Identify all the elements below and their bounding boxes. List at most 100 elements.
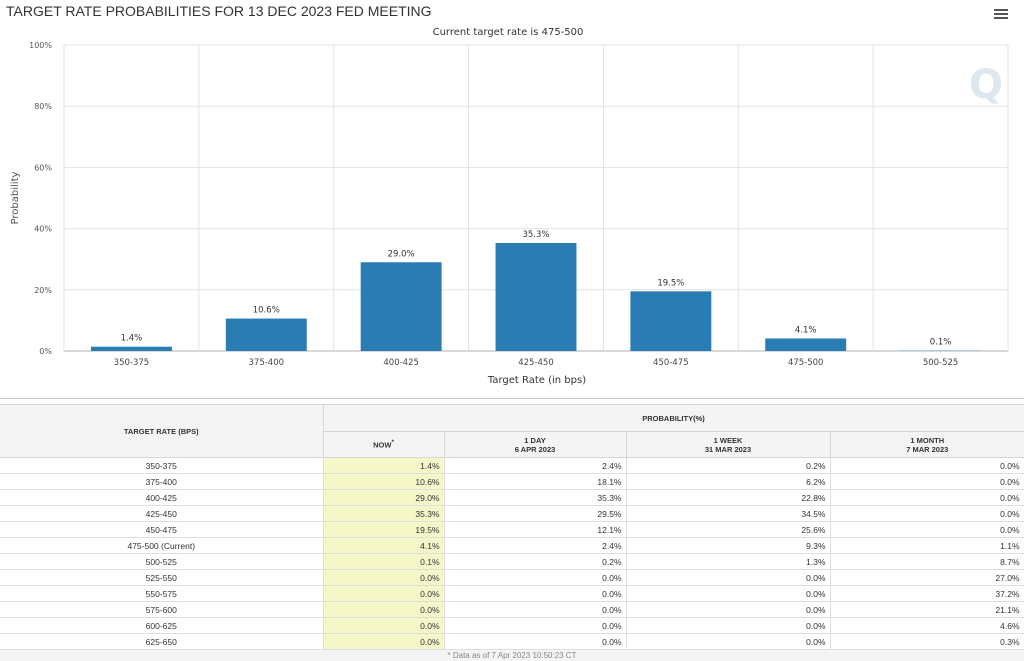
cme-q-watermark-logo: Q (969, 62, 1003, 108)
1-day-cell: 0.0% (443, 585, 627, 602)
1-day-cell: 35.3% (443, 489, 627, 506)
1-week-cell: 0.0% (625, 633, 831, 650)
table-row: 500-525 0.1% 0.2% 1.3% 8.7% (0, 553, 1024, 570)
rate-cell: 625-650 (0, 633, 324, 650)
1-week-cell: 0.0% (625, 585, 831, 602)
1-month-cell: 0.0% (829, 505, 1024, 522)
y-tick-label: 80% (34, 102, 52, 111)
1-month-cell: 21.1% (829, 601, 1024, 618)
1-week-cell: 0.0% (625, 617, 831, 634)
1-month-cell: 0.0% (829, 473, 1024, 490)
now-cell: 19.5% (322, 521, 445, 538)
data-label: 4.1% (795, 325, 817, 335)
now-footnote-marker: * (391, 439, 394, 447)
x-tick-label: 500-525 (923, 358, 959, 368)
rate-cell: 550-575 (0, 585, 324, 602)
1-day-cell: 0.0% (443, 569, 627, 586)
now-label: NOW (373, 440, 392, 450)
1-day-cell: 29.5% (443, 505, 627, 522)
bar-400-425[interactable] (360, 262, 442, 351)
1-week-cell: 0.0% (625, 601, 831, 618)
x-axis-title: Target Rate (in bps) (487, 375, 586, 386)
1-day-label: 1 DAY (524, 435, 546, 445)
data-label: 35.3% (522, 230, 549, 240)
data-label: 0.1% (930, 338, 952, 348)
1-month-cell: 0.0% (829, 489, 1024, 506)
table-row: 400-425 29.0% 35.3% 22.8% 0.0% (0, 489, 1024, 506)
1-month-cell: 0.0% (829, 521, 1024, 538)
column-header-1-day: 1 DAY 6 APR 2023 (443, 431, 627, 458)
1-week-cell: 6.2% (625, 473, 831, 490)
bar-450-475[interactable] (630, 291, 712, 351)
1-week-cell: 0.0% (625, 569, 831, 586)
y-tick-label: 60% (34, 163, 52, 172)
y-tick-label: 40% (34, 225, 52, 234)
probability-table: TARGET RATE (BPS) PROBABILITY(%) NOW* 1 … (0, 404, 1024, 650)
1-day-cell: 0.2% (443, 553, 627, 570)
now-cell: 0.0% (322, 585, 445, 602)
bar-375-400[interactable] (225, 318, 307, 351)
now-cell: 0.1% (322, 553, 445, 570)
1-week-cell: 1.3% (625, 553, 831, 570)
now-cell: 1.4% (322, 457, 445, 474)
rate-cell: 400-425 (0, 489, 324, 506)
x-tick-label: 400-425 (383, 358, 419, 368)
now-cell: 0.0% (322, 617, 445, 634)
now-cell: 4.1% (322, 537, 445, 554)
y-tick-label: 20% (34, 286, 52, 295)
chart-title: TARGET RATE PROBABILITIES FOR 13 DEC 202… (6, 3, 432, 19)
x-axis-tick-labels: 350-375 375-400 400-425 425-450 450-475 475-5… (114, 358, 959, 368)
1-month-cell: 4.6% (829, 617, 1024, 634)
bar-350-375[interactable] (90, 346, 172, 351)
now-cell: 0.0% (322, 601, 445, 618)
1-month-date: 7 MAR 2023 (906, 444, 949, 454)
1-day-cell: 2.4% (443, 457, 627, 474)
column-header-1-week: 1 WEEK 31 MAR 2023 (625, 431, 831, 458)
1-day-cell: 0.0% (443, 617, 627, 634)
1-week-cell: 25.6% (625, 521, 831, 538)
probability-table-panel: TARGET RATE (BPS) PROBABILITY(%) NOW* 1 … (0, 404, 1024, 661)
probability-header: PROBABILITY(%) (322, 404, 1024, 432)
bars (90, 242, 982, 351)
1-month-cell: 37.2% (829, 585, 1024, 602)
1-month-cell: 8.7% (829, 553, 1024, 570)
1-month-cell: 1.1% (829, 537, 1024, 554)
x-tick-label: 375-400 (249, 358, 285, 368)
now-cell: 29.0% (322, 489, 445, 506)
bar-425-450[interactable] (495, 242, 577, 351)
grid-lines (63, 44, 1009, 352)
table-row: 375-400 10.6% 18.1% 6.2% 0.0% (0, 473, 1024, 490)
probability-bar-chart: TARGET RATE PROBABILITIES FOR 13 DEC 202… (6, 3, 1009, 386)
y-axis-tick-labels: 0% 20% 40% 60% 80% 100% (29, 41, 52, 356)
1-day-cell: 18.1% (443, 473, 627, 490)
1-week-date: 31 MAR 2023 (704, 444, 752, 454)
table-row: 475-500 (Current) 4.1% 2.4% 9.3% 1.1% (0, 537, 1024, 554)
x-tick-label: 475-500 (788, 358, 824, 368)
rate-cell: 475-500 (Current) (0, 537, 324, 554)
1-day-date: 6 APR 2023 (514, 444, 556, 454)
chart-panel: TARGET RATE PROBABILITIES FOR 13 DEC 202… (0, 3, 1024, 399)
rate-cell: 425-450 (0, 505, 324, 522)
table-row: 625-650 0.0% 0.0% 0.0% 0.3% (0, 633, 1024, 650)
chart-subtitle: Current target rate is 475-500 (433, 27, 584, 38)
rate-cell: 525-550 (0, 569, 324, 586)
rate-cell: 375-400 (0, 473, 324, 490)
now-cell: 0.0% (322, 633, 445, 650)
y-axis-title: Probability (10, 171, 21, 224)
rate-cell: 575-600 (0, 601, 324, 618)
column-header-1-month: 1 MONTH 7 MAR 2023 (829, 431, 1024, 458)
bar-475-500[interactable] (765, 338, 847, 351)
data-label: 10.6% (253, 306, 280, 316)
rate-cell: 500-525 (0, 553, 324, 570)
data-timestamp-footnote: * Data as of 7 Apr 2023 10:50:23 CT (0, 650, 1024, 661)
now-cell: 35.3% (322, 505, 445, 522)
x-tick-label: 450-475 (653, 358, 689, 368)
1-week-cell: 22.8% (625, 489, 831, 506)
x-tick-label: 425-450 (518, 358, 554, 368)
1-day-cell: 0.0% (443, 633, 627, 650)
hamburger-menu-icon[interactable] (994, 9, 1008, 21)
1-day-cell: 2.4% (443, 537, 627, 554)
table-row: 350-375 1.4% 2.4% 0.2% 0.0% (0, 457, 1024, 474)
1-month-cell: 27.0% (829, 569, 1024, 586)
x-tick-label: 350-375 (114, 358, 150, 368)
